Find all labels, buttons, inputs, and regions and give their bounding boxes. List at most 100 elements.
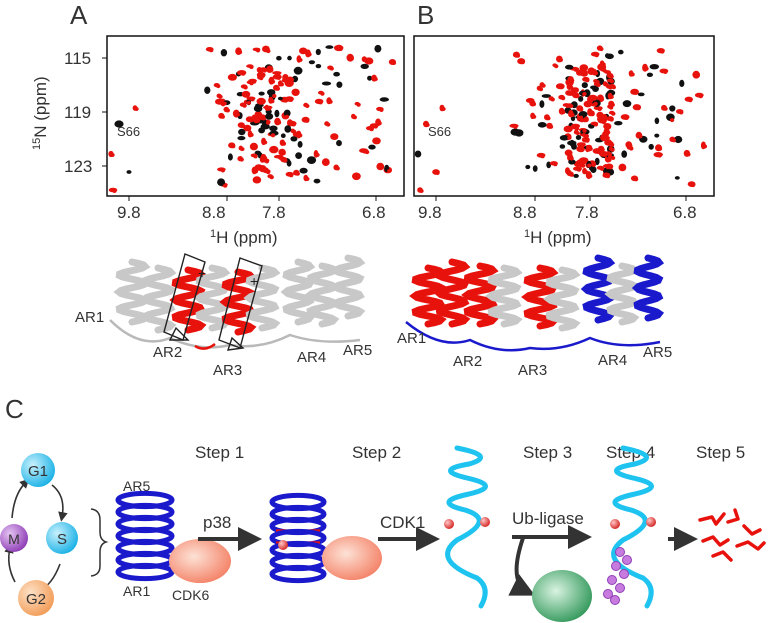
- x-tick-7.8-b: 7.8: [575, 203, 599, 222]
- peak-red: [241, 71, 246, 76]
- m-label: M: [8, 531, 20, 547]
- peak-red: [604, 82, 609, 87]
- peak-red: [558, 58, 563, 62]
- peak-red: [567, 135, 572, 140]
- cell-cycle-diagram: G1 S G2 M: [0, 453, 109, 616]
- peak-red: [328, 99, 333, 104]
- peak-red: [605, 174, 611, 179]
- loop-b: [405, 321, 661, 352]
- peak-label-s66-a: S66: [117, 124, 140, 139]
- peak-red: [315, 152, 320, 157]
- peak-red: [237, 50, 243, 55]
- helix-b-1: [433, 258, 471, 328]
- peak-red: [540, 154, 545, 159]
- peak-red: [435, 171, 440, 175]
- g1-label: G1: [28, 463, 48, 480]
- y-tick-123-a: 123: [64, 157, 92, 176]
- m-node: [0, 524, 28, 552]
- ankyrin-structure-a: AR1 AR2 AR3 AR4 AR5 + +: [75, 253, 372, 379]
- peak-red: [608, 105, 614, 110]
- spectrum-b: 9.8 8.8 7.8 6.8 S66 1H (ppm): [413, 35, 715, 247]
- peak-red: [220, 168, 226, 173]
- peak-red: [578, 115, 584, 120]
- peak-black: [114, 120, 124, 128]
- peak-red: [568, 104, 574, 108]
- peak-black: [368, 144, 376, 150]
- peak-black: [306, 156, 317, 165]
- spectrum-b-x-ticks: [435, 196, 687, 201]
- peak-red: [601, 120, 606, 125]
- peak-red: [624, 116, 629, 120]
- structure-b-ar3: AR3: [518, 362, 547, 379]
- peak-red: [245, 93, 250, 98]
- ubiquitin-bead: [610, 595, 620, 605]
- peak-red: [253, 169, 259, 174]
- peak-red: [329, 66, 334, 71]
- peak-red: [266, 106, 271, 111]
- peak-black: [541, 94, 551, 98]
- peak-red: [284, 114, 290, 119]
- brace: [90, 508, 109, 577]
- peak-red: [529, 99, 534, 104]
- structure-b-ar4: AR4: [598, 352, 627, 369]
- peak-red: [587, 163, 592, 168]
- peak-red: [269, 68, 274, 73]
- x-tick-7.8-a: 7.8: [262, 203, 286, 222]
- phospho-site: [278, 540, 288, 550]
- peak-black: [367, 75, 373, 81]
- peak-black: [573, 173, 579, 178]
- y-axis-label: N (ppm): [31, 76, 50, 137]
- step-4: Step 4: [606, 443, 655, 462]
- peak-red: [283, 98, 289, 103]
- peak-red: [305, 177, 310, 181]
- cyan-chain: [445, 445, 488, 609]
- peak-black: [525, 164, 531, 170]
- peak-red: [377, 121, 382, 126]
- cdk6-blob-2: [322, 536, 382, 580]
- peak-red: [256, 178, 261, 183]
- peak-red: [531, 114, 537, 119]
- ubiquitin-bead: [622, 555, 632, 565]
- peak-red: [326, 122, 331, 127]
- peak-red: [585, 78, 590, 83]
- svg-text:1H (ppm): 1H (ppm): [210, 228, 278, 247]
- peak-red: [686, 152, 691, 157]
- peak-red: [249, 118, 254, 123]
- p38-label: p38: [203, 513, 231, 532]
- peak-red: [583, 72, 588, 77]
- peak-red: [582, 92, 587, 96]
- peak-red: [250, 97, 255, 102]
- helix-a-2: [169, 266, 207, 334]
- coil-turn: [115, 562, 175, 582]
- panel-b-label: B: [417, 0, 434, 30]
- peak-red: [304, 118, 310, 123]
- peak-red: [242, 103, 247, 108]
- peak-red: [223, 183, 228, 188]
- peak-red: [288, 98, 294, 102]
- peak-red: [608, 165, 613, 170]
- helix-b-8: [631, 254, 665, 322]
- peak-black: [297, 141, 303, 148]
- spectrum-b-frame: [413, 35, 715, 197]
- structure-a-ar4: AR4: [297, 349, 326, 366]
- peak-red: [566, 169, 572, 174]
- peak-black: [578, 96, 584, 102]
- g1-node: [21, 453, 55, 487]
- peak-red: [581, 160, 587, 165]
- peak-red: [629, 146, 634, 151]
- peak-red: [262, 68, 268, 73]
- peak-red: [567, 151, 573, 156]
- peak-red: [298, 133, 303, 138]
- ar5-label: AR5: [123, 478, 150, 494]
- peak-red: [283, 158, 288, 163]
- peak-red: [231, 144, 236, 149]
- peak-red: [419, 189, 424, 193]
- peak-red: [559, 85, 564, 90]
- s-label: S: [57, 531, 67, 548]
- peak-red: [568, 85, 574, 90]
- helix-a-4: [219, 268, 257, 336]
- peak-red: [582, 128, 587, 133]
- peak-black: [321, 81, 332, 86]
- peak-red: [289, 77, 294, 82]
- peak-black: [227, 153, 233, 161]
